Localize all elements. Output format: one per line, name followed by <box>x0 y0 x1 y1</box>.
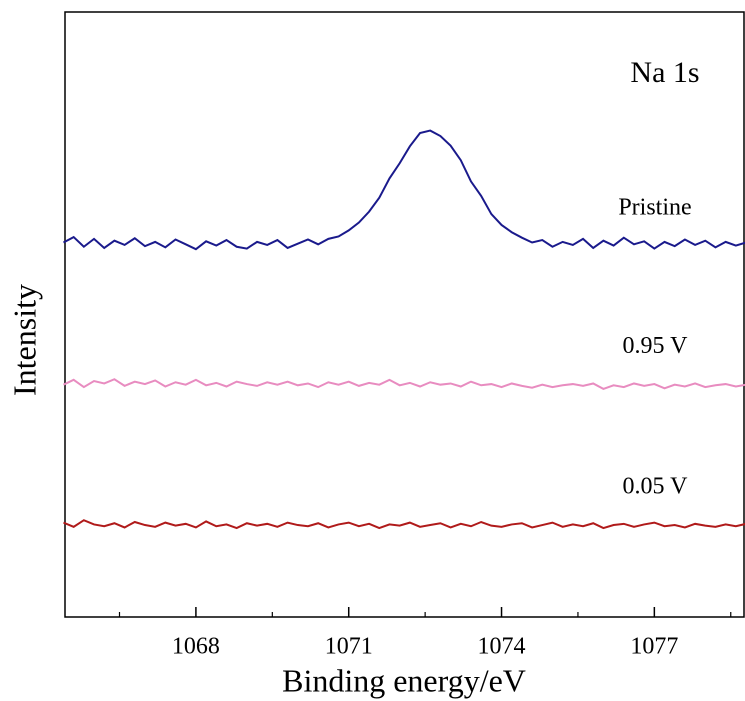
x-axis-label: Binding energy/eV <box>282 662 526 698</box>
spectrum-line <box>62 129 745 251</box>
x-tick-label: 1074 <box>478 634 526 660</box>
x-tick-label: 1071 <box>325 634 373 660</box>
series-label: Pristine <box>618 195 691 221</box>
annotation: Na 1s <box>630 56 699 89</box>
series-label: 0.05 V <box>623 474 689 500</box>
series-label: 0.95 V <box>623 333 689 359</box>
spectrum-line <box>63 519 745 530</box>
x-tick-label: 1068 <box>172 634 220 660</box>
plot-frame <box>64 11 745 618</box>
spectrum-line <box>63 378 745 391</box>
x-tick-label: 1077 <box>630 634 678 660</box>
y-axis-label: Intensity <box>6 284 42 396</box>
